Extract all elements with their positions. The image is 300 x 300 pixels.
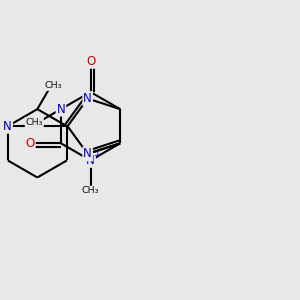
Text: CH₃: CH₃ (82, 186, 99, 195)
Text: +: + (93, 151, 100, 160)
Text: N: N (3, 120, 12, 133)
Text: O: O (26, 137, 35, 150)
Text: N: N (83, 147, 92, 161)
Text: O: O (86, 55, 95, 68)
Text: N: N (86, 154, 95, 167)
Text: CH₃: CH₃ (26, 118, 43, 127)
Text: CH₃: CH₃ (44, 81, 62, 90)
Text: N: N (83, 92, 92, 105)
Text: N: N (57, 103, 65, 116)
